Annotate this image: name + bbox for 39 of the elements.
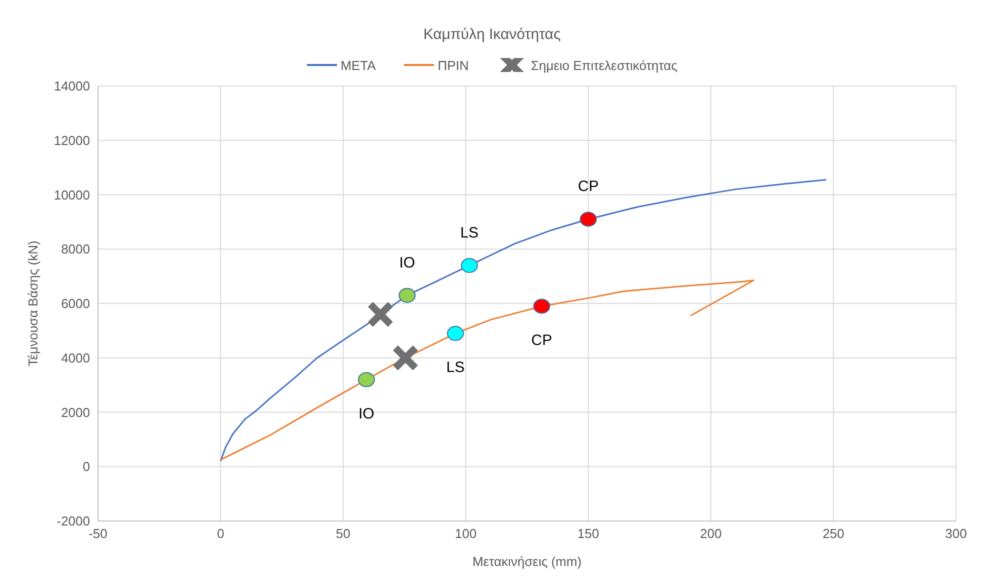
line-series xyxy=(220,280,754,461)
point xyxy=(533,298,550,314)
x-tick-label: 0 xyxy=(216,526,224,542)
legend-label: ΜΕΤΑ xyxy=(340,58,376,72)
y-axis-title: Τέμνουσα Βάσης (kN) xyxy=(26,240,41,366)
y-tick-label: -2000 xyxy=(56,514,90,529)
point xyxy=(358,372,375,388)
point xyxy=(580,212,597,227)
annotation: IO xyxy=(399,254,416,272)
point xyxy=(398,288,416,303)
legend-label: ΠΡΙΝ xyxy=(436,58,469,72)
x-tick-label: -50 xyxy=(88,526,108,542)
line-series xyxy=(220,179,827,462)
y-tick-label: 6000 xyxy=(61,296,90,312)
point xyxy=(460,258,478,273)
y-tick-label: 10000 xyxy=(54,187,90,202)
legend-label: Σημειο Επιτελεστικότητας xyxy=(530,58,678,72)
annotation: IO xyxy=(358,405,374,422)
annotation: CP xyxy=(578,178,599,196)
point xyxy=(366,300,394,328)
point xyxy=(392,344,419,372)
y-tick-label: 4000 xyxy=(61,350,90,366)
x-tick-label: 100 xyxy=(454,526,477,542)
annotation: LS xyxy=(460,224,479,242)
x-tick-label: 250 xyxy=(822,526,844,542)
y-tick-label: 0 xyxy=(82,459,90,474)
y-tick-label: 14000 xyxy=(54,78,90,94)
x-tick-label: 50 xyxy=(336,526,350,542)
x-axis-title: Μετακινήσεις (mm) xyxy=(472,554,582,569)
chart-title: Καμπύλη Ικανότητας xyxy=(422,25,562,45)
x-tick-label: 200 xyxy=(700,526,722,542)
x-tick-label: 150 xyxy=(577,526,600,542)
annotation: CP xyxy=(531,332,552,349)
point xyxy=(446,326,464,341)
y-tick-label: 8000 xyxy=(61,242,90,257)
y-tick-label: 12000 xyxy=(54,132,90,148)
x-tick-label: 300 xyxy=(945,526,967,542)
y-tick-label: 2000 xyxy=(61,404,90,420)
annotation: LS xyxy=(446,359,465,376)
